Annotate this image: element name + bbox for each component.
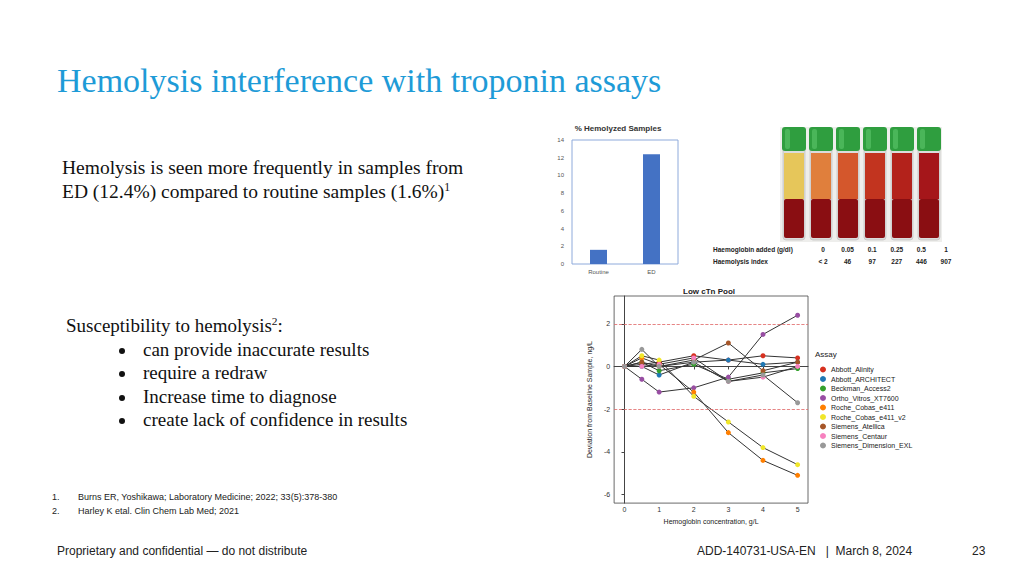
svg-text:-4: -4 (604, 448, 610, 455)
html-text:create lack of confidence in r: create lack of confidence in results (143, 409, 408, 430)
svg-text:3: 3 (726, 506, 730, 513)
html-text:2.: 2. (52, 506, 60, 516)
svg-text:2: 2 (606, 320, 610, 327)
svg-text:-6: -6 (604, 491, 610, 498)
html-text:Proprietary and confidential —: Proprietary and confidential — do not di… (57, 544, 308, 558)
html-text:0.1: 0.1 (867, 246, 877, 253)
html-text:Susceptibility to hemolysis2:: Susceptibility to hemolysis2: (66, 314, 283, 336)
svg-text:Siemens_Dimension_EXL: Siemens_Dimension_EXL (831, 442, 912, 450)
svg-text:Abbott_Alinity: Abbott_Alinity (831, 366, 874, 374)
html-text:Haemoglobin added (g/dl): Haemoglobin added (g/dl) (713, 246, 793, 253)
svg-text:Deviation from Baseline Sample: Deviation from Baseline Sample, ng/L (586, 341, 594, 458)
html-text:Hemolysis interference with tr: Hemolysis interference with troponin ass… (57, 62, 662, 99)
html-text:0.05: 0.05 (841, 246, 854, 253)
svg-text:% Hemolyzed Samples: % Hemolyzed Samples (575, 124, 662, 133)
html-text:< 2: < 2 (818, 258, 828, 265)
svg-text:ED: ED (647, 269, 656, 275)
html-text:23: 23 (972, 544, 986, 558)
svg-text:Roche_Cobas_e411_v2: Roche_Cobas_e411_v2 (831, 414, 906, 422)
html-text:0.5: 0.5 (916, 246, 926, 253)
svg-text:2: 2 (561, 243, 565, 249)
svg-text:Assay: Assay (815, 350, 837, 359)
html-text:0.25: 0.25 (890, 246, 904, 253)
svg-text:0: 0 (606, 363, 610, 370)
svg-text:Ortho_Vitros_XT7600: Ortho_Vitros_XT7600 (831, 395, 899, 403)
svg-text:Routine: Routine (588, 269, 609, 275)
html-text:46: 46 (844, 258, 852, 265)
html-text:446: 446 (916, 258, 927, 265)
svg-text:Abbott_ARCHITECT: Abbott_ARCHITECT (831, 376, 896, 384)
html-text:0: 0 (821, 246, 825, 253)
svg-text:1: 1 (657, 506, 661, 513)
svg-text:4: 4 (761, 506, 765, 513)
html-text:Increase time to diagnose: Increase time to diagnose (143, 385, 337, 407)
svg-text:2: 2 (692, 506, 696, 513)
html-text:Haemolysis index: Haemolysis index (713, 258, 768, 265)
html-text:1: 1 (944, 246, 948, 253)
html-text:227: 227 (891, 258, 903, 265)
svg-text:6: 6 (561, 208, 565, 214)
html-text:ADD-140731-USA-EN | March 8, 2: ADD-140731-USA-EN | March 8, 2024 (697, 544, 913, 558)
svg-text:Siemens_Atellica: Siemens_Atellica (831, 423, 885, 431)
html-text:Hemolysis is seen more frequen: Hemolysis is seen more frequently in sam… (62, 157, 464, 202)
svg-text:Beckman_Access2: Beckman_Access2 (831, 385, 891, 393)
html-text:1.: 1. (52, 492, 60, 502)
svg-text:5: 5 (796, 506, 800, 513)
html-text:Harley K etal. Clin Chem Lab M: Harley K etal. Clin Chem Lab Med; 2021 (78, 506, 240, 516)
html-text:Burns ER, Yoshikawa; Laborator: Burns ER, Yoshikawa; Laboratory Medicine… (78, 492, 338, 502)
html-text:require a redraw: require a redraw (143, 362, 268, 383)
svg-text:0: 0 (623, 506, 627, 513)
html-text:97: 97 (868, 258, 876, 265)
svg-text:8: 8 (561, 190, 565, 196)
html-text:can provide inaccurate results: can provide inaccurate results (143, 338, 370, 360)
svg-text:4: 4 (561, 226, 565, 232)
svg-text:14: 14 (557, 137, 564, 143)
html-text:907: 907 (940, 258, 952, 265)
svg-text:12: 12 (557, 155, 564, 161)
svg-text:Hemoglobin concentration, g/L: Hemoglobin concentration, g/L (664, 518, 759, 526)
svg-text:-2: -2 (604, 406, 610, 413)
svg-text:0: 0 (561, 261, 565, 267)
svg-text:Low cTn Pool: Low cTn Pool (683, 287, 735, 296)
svg-text:Siemens_Centaur: Siemens_Centaur (831, 433, 888, 441)
svg-text:Roche_Cobas_e411: Roche_Cobas_e411 (831, 404, 894, 412)
svg-text:10: 10 (557, 172, 564, 178)
